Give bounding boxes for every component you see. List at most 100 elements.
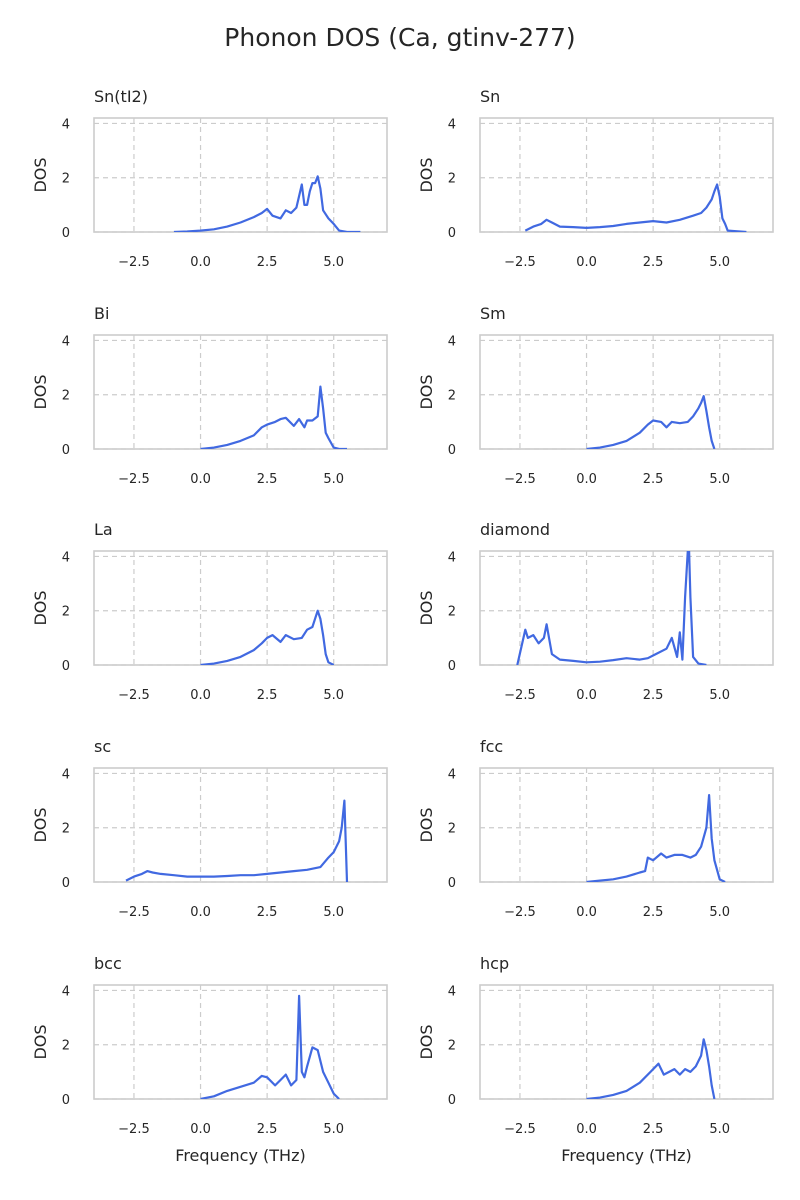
x-tick-label: 5.0 <box>323 255 344 270</box>
y-tick-label: 0 <box>448 659 456 674</box>
x-tick-label: 0.0 <box>576 1122 597 1137</box>
x-tick-label: −2.5 <box>118 688 150 703</box>
x-tick-label: 0.0 <box>190 905 211 920</box>
dos-series-line <box>173 175 361 232</box>
x-tick-label: 5.0 <box>709 688 730 703</box>
y-tick-label: 0 <box>62 443 70 458</box>
x-axis-label: Frequency (THz) <box>175 1146 305 1165</box>
y-tick-label: 4 <box>62 550 70 565</box>
y-tick-label: 0 <box>62 1093 70 1108</box>
x-tick-label: −2.5 <box>504 472 536 487</box>
x-tick-label: 2.5 <box>257 255 278 270</box>
x-tick-label: 2.5 <box>643 905 664 920</box>
y-tick-label: 0 <box>62 226 70 241</box>
x-tick-label: −2.5 <box>118 1122 150 1137</box>
x-tick-label: 0.0 <box>190 255 211 270</box>
axes-frame <box>479 550 774 666</box>
axes-frame <box>93 984 388 1100</box>
panel-title: Sn(tI2) <box>94 87 148 106</box>
dos-series-line <box>200 994 340 1099</box>
panel-title: bcc <box>94 954 122 973</box>
panel-6: sc −2.5 0.0 2.5 5.0 0 2 4 DOS <box>31 737 388 920</box>
x-tick-label: 2.5 <box>643 1122 664 1137</box>
x-tick-label: 5.0 <box>709 1122 730 1137</box>
y-tick-label: 2 <box>448 389 456 404</box>
x-tick-label: −2.5 <box>504 255 536 270</box>
panel-3: Sm −2.5 0.0 2.5 5.0 0 2 4 DOS <box>417 304 774 487</box>
panel-title: Bi <box>94 304 109 323</box>
x-tick-label: 2.5 <box>257 688 278 703</box>
x-tick-label: 0.0 <box>576 472 597 487</box>
axes-frame <box>93 550 388 666</box>
x-tick-label: −2.5 <box>118 255 150 270</box>
dos-series-line <box>586 1038 716 1099</box>
axes-frame <box>479 334 774 450</box>
y-tick-label: 2 <box>62 172 70 187</box>
panel-title: diamond <box>480 520 550 539</box>
axes-frame <box>479 767 774 883</box>
y-tick-label: 2 <box>448 1039 456 1054</box>
x-tick-label: −2.5 <box>118 472 150 487</box>
y-tick-label: 0 <box>448 226 456 241</box>
panel-5: diamond −2.5 0.0 2.5 5.0 0 2 4 DOS <box>417 520 774 703</box>
x-tick-label: 2.5 <box>643 255 664 270</box>
panel-4: La −2.5 0.0 2.5 5.0 0 2 4 DOS <box>31 520 388 703</box>
x-tick-label: 5.0 <box>709 905 730 920</box>
y-axis-label: DOS <box>417 374 436 409</box>
x-tick-label: 2.5 <box>643 688 664 703</box>
panel-title: La <box>94 520 113 539</box>
y-tick-label: 4 <box>62 117 70 132</box>
dos-series-line <box>586 793 726 882</box>
x-tick-label: 5.0 <box>323 905 344 920</box>
y-tick-label: 4 <box>448 767 456 782</box>
x-tick-label: 0.0 <box>190 1122 211 1137</box>
figure-title: Phonon DOS (Ca, gtinv-277) <box>224 23 575 52</box>
panel-title: fcc <box>480 737 503 756</box>
y-tick-label: 0 <box>448 1093 456 1108</box>
dos-series-line <box>200 385 347 449</box>
y-tick-label: 4 <box>62 984 70 999</box>
panel-8: bcc −2.5 0.0 2.5 5.0 0 2 4 DOS Frequency (THz) <box>31 954 388 1165</box>
panel-1: Sn −2.5 0.0 2.5 5.0 0 2 4 DOS <box>417 87 774 270</box>
y-axis-label: DOS <box>417 157 436 192</box>
dos-series-line <box>200 609 335 665</box>
x-tick-label: −2.5 <box>504 1122 536 1137</box>
y-tick-label: 4 <box>448 334 456 349</box>
x-tick-label: 2.5 <box>643 472 664 487</box>
y-axis-label: DOS <box>417 807 436 842</box>
panel-0: Sn(tI2) −2.5 0.0 2.5 5.0 0 2 4 DOS <box>31 87 388 270</box>
x-tick-label: 0.0 <box>190 688 211 703</box>
panel-9: hcp −2.5 0.0 2.5 5.0 0 2 4 DOS Frequency (THz) <box>417 954 774 1165</box>
x-tick-label: 5.0 <box>709 472 730 487</box>
y-tick-label: 2 <box>62 1039 70 1054</box>
x-tick-label: −2.5 <box>504 905 536 920</box>
y-axis-label: DOS <box>31 1024 50 1059</box>
panel-2: Bi −2.5 0.0 2.5 5.0 0 2 4 DOS <box>31 304 388 487</box>
panel-title: sc <box>94 737 111 756</box>
x-tick-label: 0.0 <box>576 905 597 920</box>
y-axis-label: DOS <box>31 807 50 842</box>
x-tick-label: 5.0 <box>323 1122 344 1137</box>
y-tick-label: 4 <box>448 984 456 999</box>
x-tick-label: 0.0 <box>576 688 597 703</box>
panel-title: Sn <box>480 87 500 106</box>
y-axis-label: DOS <box>417 590 436 625</box>
y-tick-label: 4 <box>448 550 456 565</box>
y-tick-label: 2 <box>62 605 70 620</box>
axes-frame <box>93 767 388 883</box>
y-tick-label: 0 <box>62 876 70 891</box>
dos-series-line <box>125 799 349 882</box>
x-tick-label: 5.0 <box>323 688 344 703</box>
y-tick-label: 2 <box>448 822 456 837</box>
axes-frame <box>93 117 388 233</box>
dos-series-line <box>516 551 707 665</box>
y-tick-label: 2 <box>448 172 456 187</box>
panel-title: Sm <box>480 304 506 323</box>
y-tick-label: 0 <box>62 659 70 674</box>
panel-7: fcc −2.5 0.0 2.5 5.0 0 2 4 DOS <box>417 737 774 920</box>
axes-frame <box>479 117 774 233</box>
axes-frame <box>93 334 388 450</box>
panel-title: hcp <box>480 954 509 973</box>
